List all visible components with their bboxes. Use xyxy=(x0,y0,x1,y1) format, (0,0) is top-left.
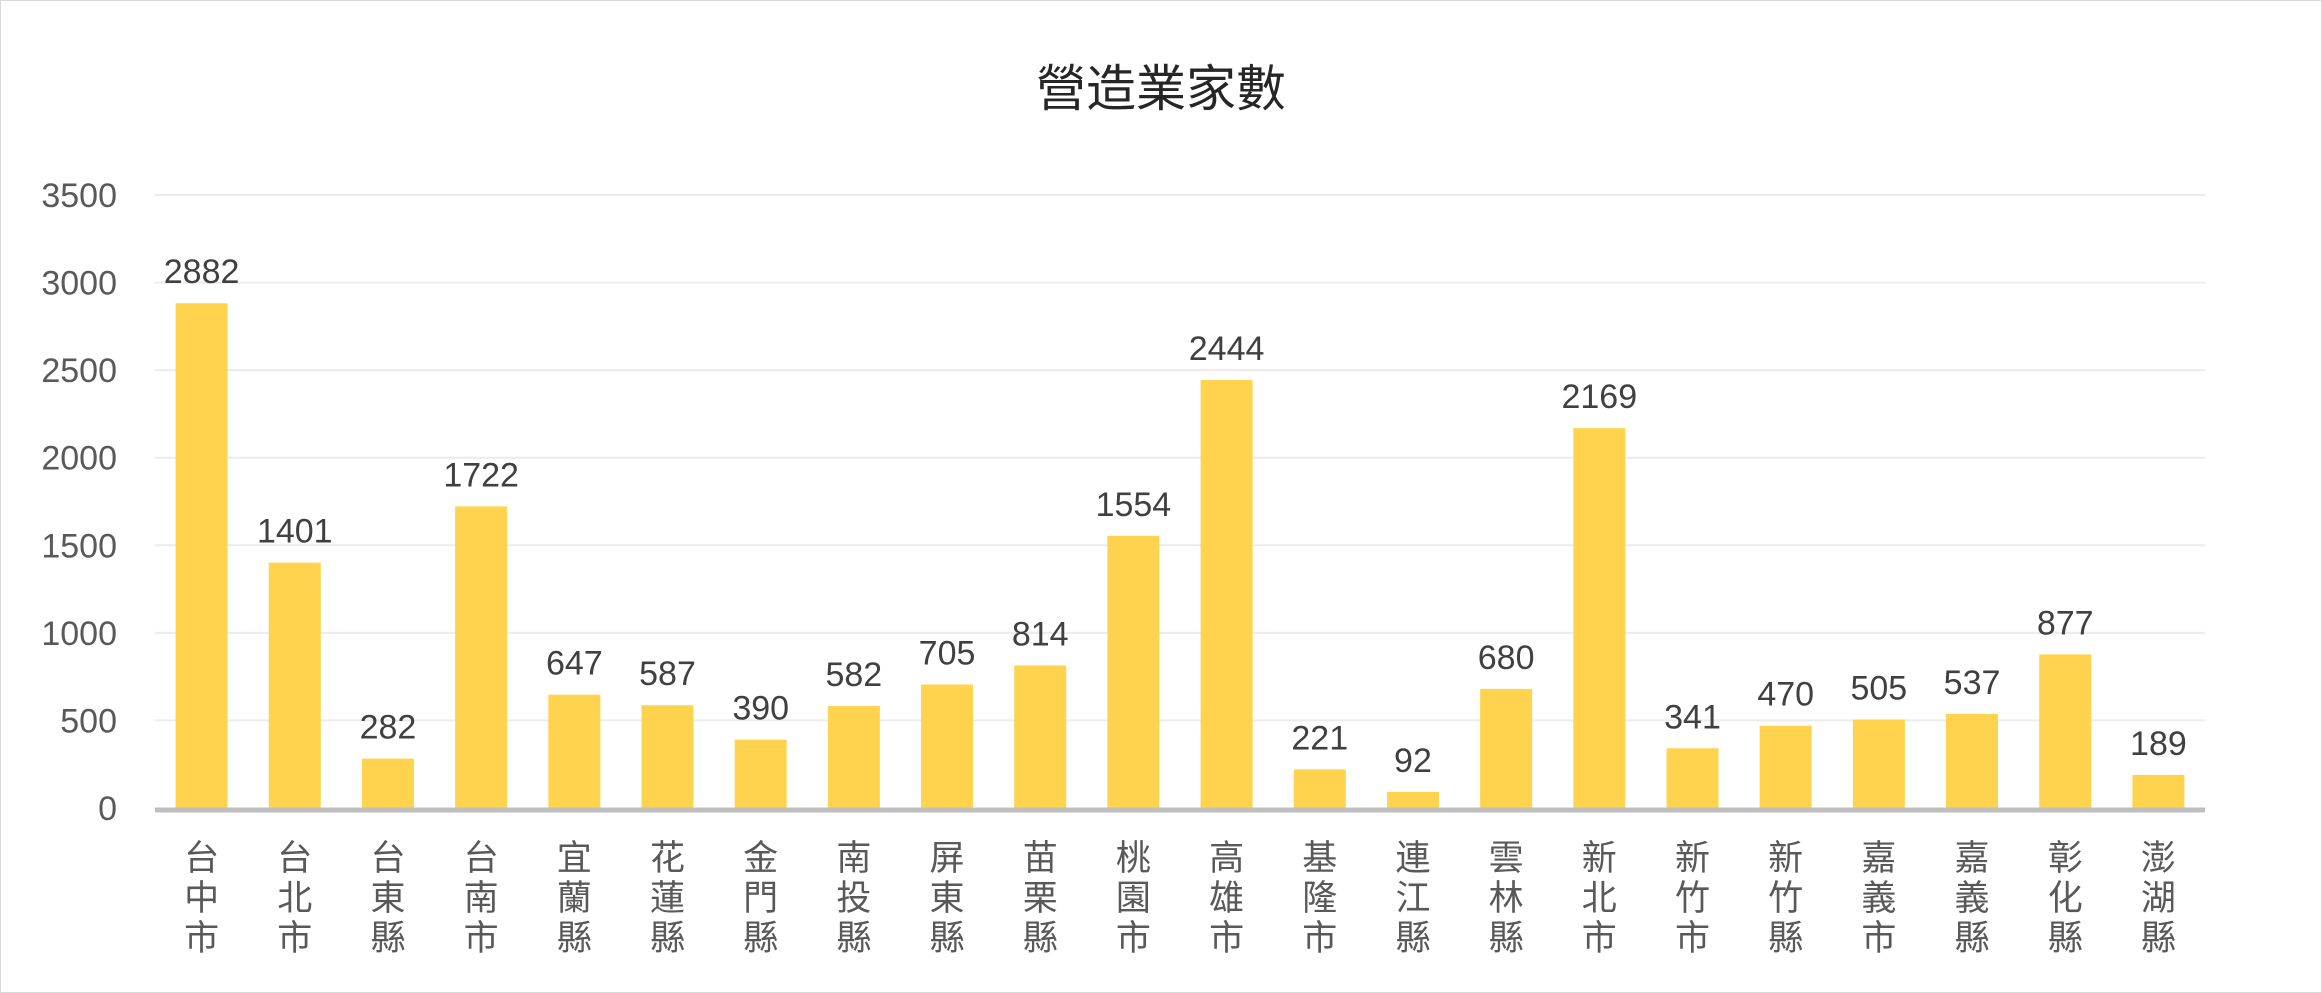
bar xyxy=(548,694,601,808)
data-label: 705 xyxy=(919,635,976,673)
x-category-label: 新竹縣 xyxy=(1768,839,1803,959)
y-tick-label: 500 xyxy=(60,702,117,740)
bar xyxy=(1293,769,1346,808)
bar xyxy=(2132,774,2185,808)
bar xyxy=(1480,688,1533,808)
data-label: 814 xyxy=(1012,615,1069,653)
x-axis-categories: 台中市 台北市 台東縣 台南市 宜蘭縣 花蓮縣 金門縣 南投縣 屏東縣 苗栗縣 桃園市 高雄市 基隆市 連… xyxy=(184,839,2176,959)
data-label: 582 xyxy=(825,656,882,694)
bars xyxy=(175,303,2185,808)
y-tick-label: 2500 xyxy=(41,352,117,390)
bar xyxy=(268,562,321,808)
x-category-label: 基隆市 xyxy=(1302,839,1337,959)
data-label: 2882 xyxy=(164,253,240,291)
bar xyxy=(1386,791,1439,808)
x-category-label: 嘉義縣 xyxy=(1955,839,1990,959)
data-label: 1401 xyxy=(257,513,333,551)
data-label: 1722 xyxy=(443,456,519,494)
x-category-label: 澎湖縣 xyxy=(2141,839,2176,959)
data-label: 282 xyxy=(360,709,417,747)
bar xyxy=(921,684,974,808)
x-category-label: 高雄市 xyxy=(1209,839,1244,959)
bar xyxy=(2039,654,2092,808)
x-category-label: 宜蘭縣 xyxy=(557,839,592,959)
y-tick-label: 3500 xyxy=(41,177,117,215)
x-category-label: 台南市 xyxy=(464,839,499,959)
y-tick-label: 1500 xyxy=(41,527,117,565)
bar xyxy=(361,758,414,808)
x-category-label: 金門縣 xyxy=(743,839,778,959)
data-label: 390 xyxy=(732,690,789,728)
bar xyxy=(455,506,508,808)
bar xyxy=(1852,719,1905,808)
x-category-label: 台北市 xyxy=(277,839,312,959)
data-label: 221 xyxy=(1291,719,1348,757)
bar xyxy=(641,705,694,808)
x-category-label: 南投縣 xyxy=(836,839,871,959)
x-category-label: 台東縣 xyxy=(370,839,405,959)
data-label: 189 xyxy=(2130,725,2187,763)
data-label: 470 xyxy=(1757,676,1814,714)
x-category-label: 彰化縣 xyxy=(2048,839,2083,959)
y-tick-label: 2000 xyxy=(41,440,117,478)
x-category-label: 花蓮縣 xyxy=(650,839,685,959)
data-label: 341 xyxy=(1664,698,1721,736)
y-tick-label: 0 xyxy=(98,790,117,828)
bar xyxy=(1107,535,1160,808)
data-label: 877 xyxy=(2037,604,2094,642)
x-category-label: 雲林縣 xyxy=(1489,839,1524,959)
x-category-label: 桃園市 xyxy=(1116,839,1151,959)
bar xyxy=(1759,725,1812,808)
data-labels: 2882 1401 282 1722 647 587 390 582 705 814 1554 244… xyxy=(164,253,2187,780)
y-tick-label: 1000 xyxy=(41,615,117,653)
data-label: 2169 xyxy=(1561,378,1637,416)
x-category-label: 苗栗縣 xyxy=(1023,839,1058,959)
bar xyxy=(1573,428,1626,808)
bar xyxy=(1666,748,1719,808)
x-category-label: 台中市 xyxy=(184,839,219,959)
data-label: 505 xyxy=(1850,670,1907,708)
x-category-label: 連江縣 xyxy=(1395,839,1430,959)
data-label: 2444 xyxy=(1189,330,1265,368)
x-category-label: 新北市 xyxy=(1582,839,1617,959)
y-tick-label: 3000 xyxy=(41,265,117,303)
bar xyxy=(1014,665,1067,808)
x-category-label: 屏東縣 xyxy=(930,839,965,959)
bar xyxy=(734,739,787,808)
data-label: 92 xyxy=(1394,742,1432,780)
bar xyxy=(1200,379,1253,808)
data-label: 537 xyxy=(1944,664,2001,702)
data-label: 647 xyxy=(546,645,603,683)
bar xyxy=(175,303,228,808)
data-label: 1554 xyxy=(1096,486,1172,524)
x-category-label: 新竹市 xyxy=(1675,839,1710,959)
y-axis-ticks: 0 500 1000 1500 2000 2500 3000 3500 xyxy=(41,177,117,828)
x-category-label: 嘉義市 xyxy=(1861,839,1896,959)
bar xyxy=(1946,713,1999,808)
data-label: 680 xyxy=(1478,639,1535,677)
chart-title: 營造業家數 xyxy=(1036,60,1286,118)
bar xyxy=(827,706,880,808)
data-label: 587 xyxy=(639,655,696,693)
